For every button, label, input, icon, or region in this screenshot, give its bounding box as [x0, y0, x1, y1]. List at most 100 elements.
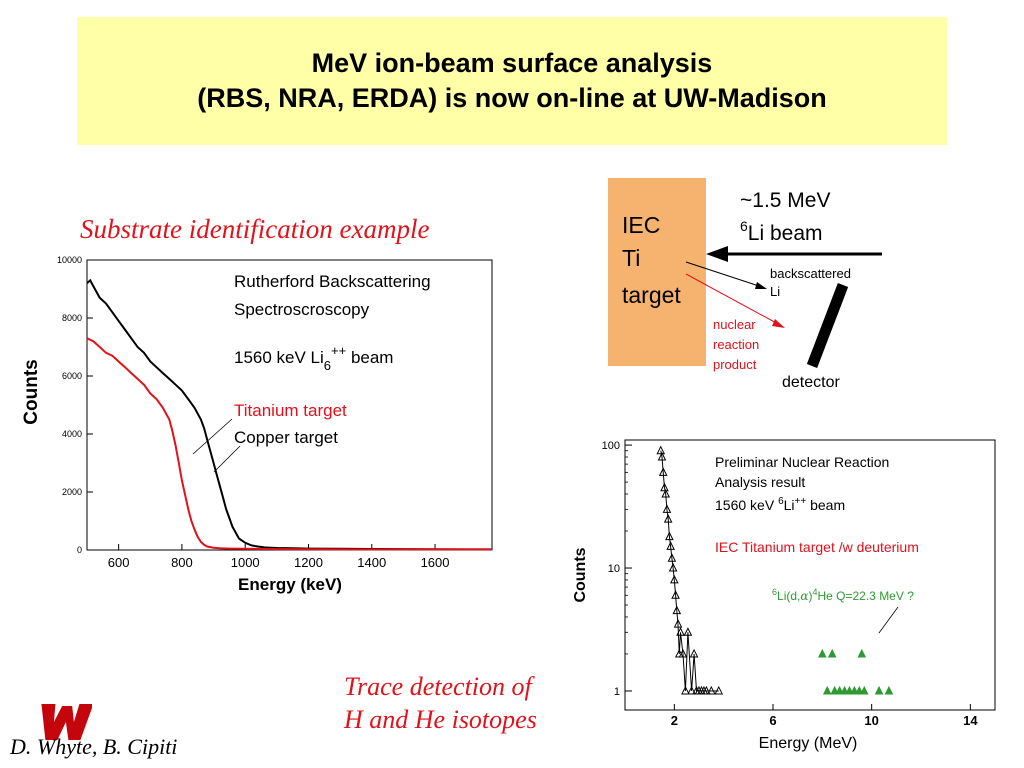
- slide-title-line-2: (RBS, NRA, ERDA) is now on-line at UW-Ma…: [197, 83, 827, 113]
- reaction-label-line-3: product: [713, 357, 757, 372]
- rbs-y-tick-label: 0: [77, 545, 82, 555]
- ti-target-block: [608, 178, 706, 366]
- rbs-y-tick-label: 2000: [62, 487, 82, 497]
- backscatter-label-line-1: backscattered: [770, 266, 851, 281]
- nra-alpha-point: [857, 648, 867, 658]
- nra-x-tick-label: 2: [671, 713, 678, 728]
- substrate-subtitle: Substrate identification example: [80, 214, 430, 244]
- nra-alpha-point: [818, 648, 827, 658]
- rbs-x-tick-label: 800: [171, 555, 193, 570]
- rbs-y-tick-label: 10000: [57, 255, 82, 265]
- backscatter-arrowhead: [755, 282, 767, 289]
- experiment-diagram: IEC Ti target ~1.5 MeV 6Li beam backscat…: [608, 178, 882, 391]
- rbs-y-tick-label: 6000: [62, 371, 82, 381]
- nra-proton-point: [707, 685, 716, 695]
- backscatter-label-line-2: Li: [770, 284, 780, 299]
- trace-caption-line-2: H and He isotopes: [344, 705, 537, 734]
- nra-x-tick-label: 14: [963, 713, 978, 728]
- nra-y-tick-label: 100: [602, 440, 620, 452]
- nra-proton-point: [661, 488, 671, 498]
- logo-w-shape: [41, 704, 92, 740]
- reaction-arrowhead: [772, 319, 785, 328]
- nra-y-tick-label: 10: [608, 563, 620, 575]
- detector-bar: [806, 283, 849, 368]
- nra-proton-point: [676, 627, 685, 636]
- reaction-arrow: [685, 273, 781, 326]
- nra-xlabel: Energy (MeV): [759, 735, 858, 752]
- nra-beam-label: 1560 keV 6Li++ beam: [715, 496, 845, 513]
- nra-proton-point: [657, 451, 667, 461]
- nra-proton-point: [666, 541, 675, 550]
- nra-x-tick-label: 6: [769, 713, 776, 728]
- slide-title-line-1: MeV ion-beam surface analysis: [311, 48, 713, 78]
- nra-proton-point: [663, 513, 673, 523]
- nra-chart: 2 6 10 14 1 10 100 Preliminar Nuclear Reaction…: [572, 439, 996, 752]
- rbs-cu-pointer: [213, 445, 241, 473]
- rbs-ti-pointer: [192, 418, 233, 455]
- rbs-x-tick-label: 600: [108, 555, 130, 570]
- nra-proton-point: [678, 648, 688, 658]
- nra-proton-point: [687, 685, 696, 695]
- nra-proton-point: [673, 618, 683, 628]
- trace-detection-caption: Trace detection of H and He isotopes: [344, 670, 537, 736]
- beam-label-line-2: 6Li beam: [740, 218, 823, 245]
- nra-alpha-point: [859, 685, 869, 695]
- nra-alpha-point: [884, 685, 894, 695]
- uw-motion-w-logo: [41, 704, 92, 740]
- nra-plot-frame: [624, 439, 996, 711]
- trace-caption-line-1: Trace detection of: [344, 672, 532, 701]
- target-label-line-2: Ti: [622, 245, 640, 271]
- nra-proton-point: [665, 531, 674, 541]
- nra-y-tick-label: 1: [614, 686, 620, 698]
- nra-proton-point: [671, 590, 680, 599]
- beam-label-line-1: ~1.5 MeV: [740, 189, 830, 212]
- nra-proton-point: [668, 562, 678, 572]
- beam-arrowhead: [706, 246, 728, 262]
- nra-proton-point: [714, 685, 724, 695]
- rbs-title-line-1: Rutherford Backscattering: [234, 272, 431, 291]
- nra-proton-point: [672, 605, 682, 615]
- nra-title-line-2: Analysis result: [715, 474, 805, 490]
- reaction-label-line-1: nuclear: [713, 317, 756, 332]
- nra-condition-label: IEC Titanium target /w deuterium: [715, 539, 919, 555]
- nra-proton-point: [683, 627, 693, 636]
- rbs-series-line-copper: [86, 278, 492, 551]
- title-banner: MeV ion-beam surface analysis (RBS, NRA,…: [77, 17, 947, 145]
- target-label-line-3: target: [622, 282, 681, 308]
- rbs-x-tick-label: 1600: [421, 555, 450, 570]
- nra-proton-point: [656, 445, 666, 455]
- nra-reaction-label: 6Li(d,α)4He Q=22.3 MeV ?: [772, 587, 914, 603]
- rbs-y-tick-label: 4000: [62, 429, 82, 439]
- credits: D. Whyte, B. Cipiti: [10, 734, 178, 759]
- nra-proton-point: [702, 685, 711, 695]
- nra-proton-point: [681, 685, 690, 695]
- rbs-ylabel: Counts: [21, 359, 42, 424]
- rbs-y-tick-label: 8000: [62, 313, 82, 323]
- nra-reaction-pointer: [878, 606, 899, 634]
- rbs-x-tick-label: 1200: [294, 555, 323, 570]
- nra-proton-point: [670, 574, 679, 584]
- rbs-x-tick-label: 1400: [357, 555, 386, 570]
- nra-proton-point: [689, 648, 699, 658]
- detector-label: detector: [782, 374, 840, 391]
- nra-proton-point: [660, 482, 669, 492]
- rbs-series-line-titanium: [86, 337, 492, 551]
- nra-alpha-point: [822, 685, 832, 695]
- nra-alpha-point: [874, 685, 884, 695]
- reaction-label-line-2: reaction: [713, 337, 759, 352]
- rbs-chart: 600 800 1000 1200 1400 1600 0 2000 4000 6000 8000 1…: [21, 255, 493, 594]
- nra-title-line-1: Preliminar Nuclear Reaction: [715, 454, 889, 470]
- target-label-line-1: IEC: [622, 212, 660, 238]
- nra-proton-point: [658, 467, 668, 476]
- rbs-legend-titanium: Titanium target: [234, 401, 347, 420]
- nra-ylabel: Counts: [572, 547, 589, 602]
- nra-proton-point: [662, 504, 672, 513]
- nra-x-tick-label: 10: [864, 713, 878, 728]
- backscatter-arrow: [685, 261, 763, 288]
- rbs-xlabel: Energy (keV): [238, 575, 342, 594]
- nra-proton-point: [667, 553, 677, 562]
- nra-alpha-point: [827, 648, 837, 658]
- rbs-x-tick-label: 1000: [231, 555, 260, 570]
- rbs-legend-copper: Copper target: [234, 428, 338, 447]
- rbs-beam-label: 1560 keV Li6++ beam: [234, 343, 393, 373]
